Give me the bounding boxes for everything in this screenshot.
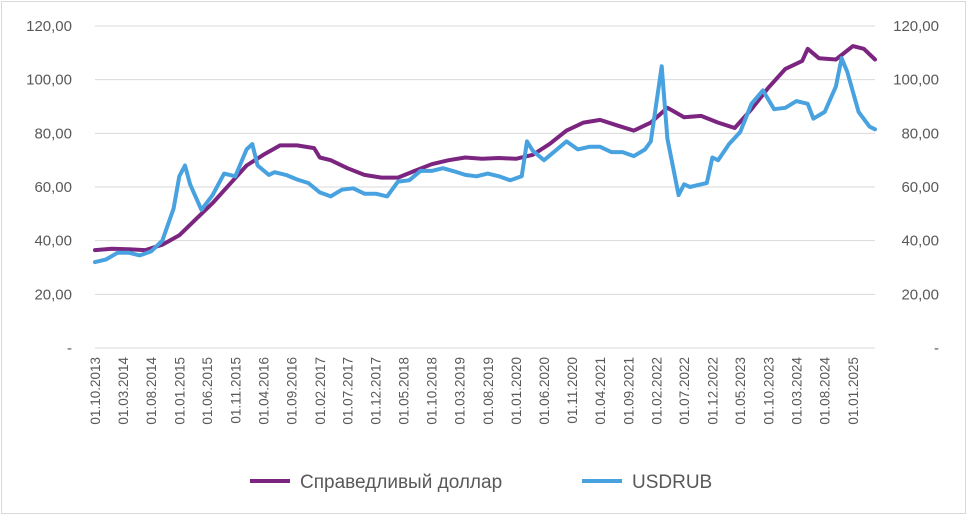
series-line-2	[93, 56, 877, 265]
x-tick-label: 01.08.2014	[144, 357, 159, 425]
x-tick-label: 01.06.2020	[537, 357, 552, 425]
legend: Справедливый доллар USDRUB	[250, 472, 712, 493]
y-tick-label-left: 20,00	[34, 286, 72, 303]
x-tick-label: 01.01.2015	[172, 357, 187, 425]
x-tick-label: 01.10.2013	[88, 357, 103, 425]
gridlines	[95, 25, 875, 349]
x-tick-label: 01.02.2022	[649, 357, 664, 425]
x-tick-label: 01.05.2018	[396, 357, 411, 425]
series-line-1	[93, 44, 877, 253]
x-tick-label: 01.03.2024	[789, 357, 804, 425]
legend-label-2: USDRUB	[632, 472, 712, 493]
x-tick-label: 01.12.2022	[705, 357, 720, 425]
x-tick-label: 01.09.2016	[285, 357, 300, 425]
y-axis-left: - 20,00 40,00 60,00 80,00 100,00 120,00	[26, 18, 72, 357]
y-tick-label-left: 40,00	[34, 233, 72, 250]
x-tick-label: 01.03.2019	[453, 357, 468, 425]
y-tick-label-right: 80,00	[901, 125, 939, 142]
x-tick-label: 01.11.2020	[565, 357, 580, 424]
x-tick-label: 01.03.2014	[116, 357, 131, 425]
y-tick-label-right: -	[934, 340, 939, 357]
y-tick-label-left: -	[67, 340, 72, 357]
x-tick-label: 01.04.2016	[256, 357, 271, 425]
x-tick-label: 01.04.2021	[593, 357, 608, 425]
y-tick-label-left: 100,00	[26, 72, 72, 89]
x-tick-label: 01.05.2023	[733, 357, 748, 425]
x-tick-label: 01.01.2020	[509, 357, 524, 425]
y-tick-label-right: 100,00	[893, 72, 939, 89]
x-tick-label: 01.01.2025	[846, 357, 861, 425]
x-tick-label: 01.12.2017	[369, 357, 384, 425]
x-axis: 01.10.2013 01.03.2014 01.08.2014 01.01.2015…	[88, 357, 861, 425]
x-tick-label: 01.10.2018	[425, 357, 440, 425]
y-tick-label-right: 60,00	[901, 179, 939, 196]
y-tick-label-left: 120,00	[26, 18, 72, 35]
x-tick-label: 01.02.2017	[313, 357, 328, 425]
x-tick-label: 01.08.2019	[481, 357, 496, 425]
y-tick-label-left: 60,00	[34, 179, 72, 196]
x-tick-label: 01.10.2023	[761, 357, 776, 425]
y-tick-label-right: 20,00	[901, 286, 939, 303]
y-tick-label-right: 120,00	[893, 18, 939, 35]
y-tick-label-left: 80,00	[34, 125, 72, 142]
x-tick-label: 01.08.2024	[818, 357, 833, 425]
x-tick-label: 01.06.2015	[200, 357, 215, 425]
x-tick-label: 01.11.2015	[228, 357, 243, 424]
legend-label-1: Справедливый доллар	[300, 472, 502, 493]
x-tick-label: 01.07.2022	[677, 357, 692, 425]
series-lines	[93, 44, 877, 265]
x-tick-label: 01.09.2021	[621, 357, 636, 425]
y-axis-right: - 20,00 40,00 60,00 80,00 100,00 120,00	[893, 18, 939, 357]
x-tick-label: 01.07.2017	[340, 357, 355, 425]
y-tick-label-right: 40,00	[901, 233, 939, 250]
